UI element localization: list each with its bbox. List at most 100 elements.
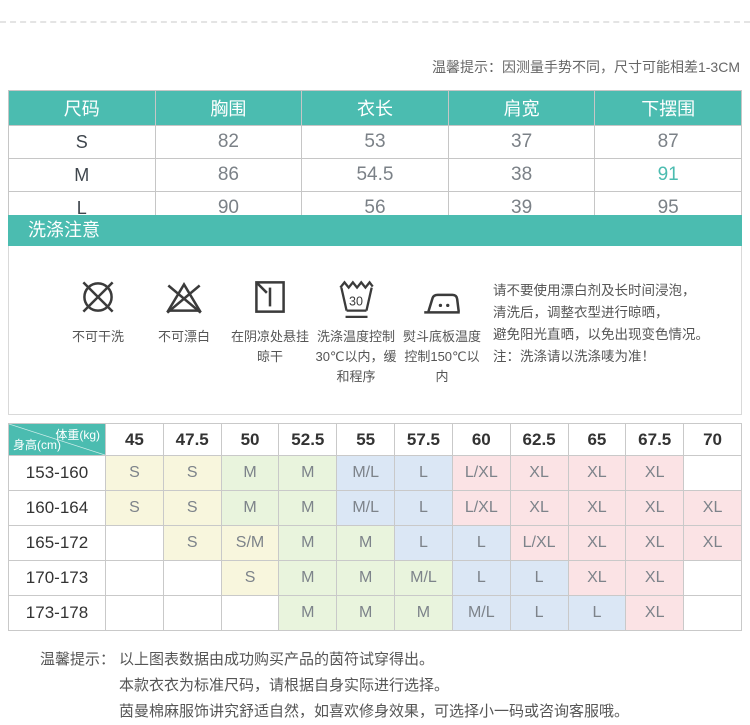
recommended-size-cell: M <box>278 560 338 596</box>
matrix-corner-cell: 体重(kg) 身高(cm) <box>8 423 106 456</box>
wash-care-box: 不可干洗 不可漂白 在阴凉处悬挂晾干 30 <box>8 246 742 415</box>
wash-note-line: 清洗后，调整衣型进行晾晒， <box>493 305 669 320</box>
wash-note-line: 请不要使用漂白剂及长时间浸泡， <box>493 283 696 298</box>
bottom-tip-line: 本款衣衣为标准尺码，请根据自身实际进行选择。 <box>119 677 450 694</box>
recommended-size-cell <box>683 560 742 596</box>
recommended-size-cell: L <box>394 525 453 561</box>
weight-column-header: 45 <box>105 423 164 456</box>
recommended-size-cell: M/L <box>451 595 511 631</box>
matrix-row: 160-164 S S M M M/L L L/XL XL XL XL XL <box>8 490 742 526</box>
wash-instruction-label: 熨斗底板温度控制150℃以内 <box>402 329 481 384</box>
wash-instruction-label: 洗涤温度控制30℃以内，缓和程序 <box>315 329 397 384</box>
matrix-row: 173-178 M M M M/L L L XL <box>8 595 742 631</box>
matrix-header-row: 体重(kg) 身高(cm) 45 47.5 50 52.5 55 57.5 60 62.5 65… <box>8 423 742 456</box>
bottom-tips: 温馨提示： 以上图表数据由成功购买产品的茵符试穿得出。 本款衣衣为标准尺码，请根据… <box>40 647 629 725</box>
recommended-size-cell: L <box>451 560 511 596</box>
wash-instruction-shade-dry: 在阴凉处悬挂晾干 <box>227 274 313 387</box>
height-range-cell: 173-178 <box>8 595 106 631</box>
size-table-row: M 86 54.5 38 91 <box>8 158 742 192</box>
recommended-size-cell: S/M <box>220 525 280 561</box>
recommended-size-cell: L/XL <box>451 455 511 491</box>
size-label-cell: M <box>8 158 156 192</box>
recommended-size-cell: S <box>220 560 280 596</box>
bottom-tip-line: 茵曼棉麻服饰讲究舒适自然，如喜欢修身效果，可选择小一码或咨询客服哦。 <box>119 703 630 720</box>
top-dashed-divider <box>0 21 750 23</box>
diagonal-divider <box>9 424 105 455</box>
recommended-size-cell: XL <box>509 490 569 526</box>
height-axis-label: 身高(cm) <box>13 438 61 452</box>
wash-instruction-no-bleach: 不可漂白 <box>141 274 227 387</box>
bottom-tips-label: 温馨提示： <box>40 651 116 668</box>
size-value-cell: 53 <box>301 125 449 159</box>
recommended-size-cell <box>105 595 164 631</box>
recommended-size-cell: M <box>220 455 280 491</box>
svg-text:30: 30 <box>349 294 363 308</box>
recommended-size-cell: M <box>278 525 338 561</box>
recommended-size-cell: XL <box>625 560 685 596</box>
no-dry-clean-icon <box>82 281 114 313</box>
size-value-cell: 38 <box>447 158 596 192</box>
weight-column-header: 55 <box>336 423 396 456</box>
measurement-tip: 温馨提示：因测量手势不同，尺寸可能相差1-3CM <box>431 59 740 75</box>
recommended-size-cell: M <box>278 490 338 526</box>
size-label-cell: S <box>8 125 156 159</box>
recommended-size-cell: S <box>105 490 164 526</box>
recommended-size-cell: XL <box>625 595 685 631</box>
recommended-size-cell: L/XL <box>509 525 569 561</box>
recommended-size-cell: L <box>567 595 627 631</box>
weight-column-header: 67.5 <box>625 423 685 456</box>
wash-note-line: 避免阳光直晒，以免出现变色情况。 <box>493 327 709 342</box>
weight-axis-label: 体重(kg) <box>55 428 100 442</box>
wash-instruction-iron: 熨斗底板温度控制150℃以内 <box>399 274 485 387</box>
weight-column-header: 65 <box>567 423 627 456</box>
recommended-size-cell: M/L <box>394 560 453 596</box>
size-recommendation-matrix: 体重(kg) 身高(cm) 45 47.5 50 52.5 55 57.5 60 62.5 65… <box>8 423 742 631</box>
height-range-cell: 170-173 <box>8 560 106 596</box>
recommended-size-cell <box>105 560 164 596</box>
recommended-size-cell: M <box>336 560 396 596</box>
size-table-column-header: 衣长 <box>301 90 449 126</box>
height-range-cell: 160-164 <box>8 490 106 526</box>
recommended-size-cell: XL <box>625 455 685 491</box>
no-bleach-icon <box>166 282 202 314</box>
recommended-size-cell: L/XL <box>451 490 511 526</box>
recommended-size-cell: M/L <box>336 455 396 491</box>
matrix-row: 170-173 S M M M/L L L XL XL <box>8 560 742 596</box>
recommended-size-cell: L <box>509 560 569 596</box>
wash-instruction-label: 不可漂白 <box>157 329 210 344</box>
recommended-size-cell: S <box>162 490 222 526</box>
size-table-column-header: 下摆围 <box>594 90 742 126</box>
recommended-size-cell: M <box>394 595 453 631</box>
wash-note-text: 请不要使用漂白剂及长时间浸泡， 清洗后，调整衣型进行晾晒， 避免阳光直晒，以免出现变… <box>493 280 739 368</box>
weight-column-header: 60 <box>451 423 511 456</box>
size-value-cell: 54.5 <box>301 158 449 192</box>
recommended-size-cell <box>220 595 280 631</box>
height-range-cell: 153-160 <box>8 455 106 491</box>
bottom-tips-text: 以上图表数据由成功购买产品的茵符试穿得出。 本款衣衣为标准尺码，请根据自身实际进行… <box>119 647 629 725</box>
wash-instruction-no-dry-clean: 不可干洗 <box>55 274 141 387</box>
recommended-size-cell: M/L <box>336 490 396 526</box>
recommended-size-cell <box>683 455 742 491</box>
wash-30c-gentle-icon: 30 <box>339 280 374 319</box>
recommended-size-cell: XL <box>509 455 569 491</box>
recommended-size-cell: XL <box>625 525 685 561</box>
size-value-cell: 91 <box>594 158 742 192</box>
matrix-row: 165-172 S S/M M M L L L/XL XL XL XL <box>8 525 742 561</box>
weight-column-header: 50 <box>220 423 280 456</box>
recommended-size-cell: XL <box>683 490 742 526</box>
size-table-header-row: 尺码 胸围 衣长 肩宽 下摆围 <box>8 90 742 126</box>
size-value-cell: 86 <box>154 158 303 192</box>
weight-column-header: 52.5 <box>278 423 338 456</box>
recommended-size-cell: S <box>105 455 164 491</box>
recommended-size-cell: S <box>162 455 222 491</box>
recommended-size-cell: L <box>394 455 453 491</box>
recommended-size-cell: XL <box>567 525 627 561</box>
recommended-size-cell: XL <box>683 525 742 561</box>
size-value-cell: 82 <box>154 125 303 159</box>
recommended-size-cell: L <box>509 595 569 631</box>
size-table-row: S 82 53 37 87 <box>8 125 742 159</box>
garment-size-table: 尺码 胸围 衣长 肩宽 下摆围 S 82 53 37 87 M 86 54.5 38 91 L 90 56 39 9… <box>8 90 742 225</box>
wash-instruction-label: 不可干洗 <box>71 329 124 344</box>
recommended-size-cell: S <box>162 525 222 561</box>
bottom-tip-line: 以上图表数据由成功购买产品的茵符试穿得出。 <box>119 651 435 668</box>
